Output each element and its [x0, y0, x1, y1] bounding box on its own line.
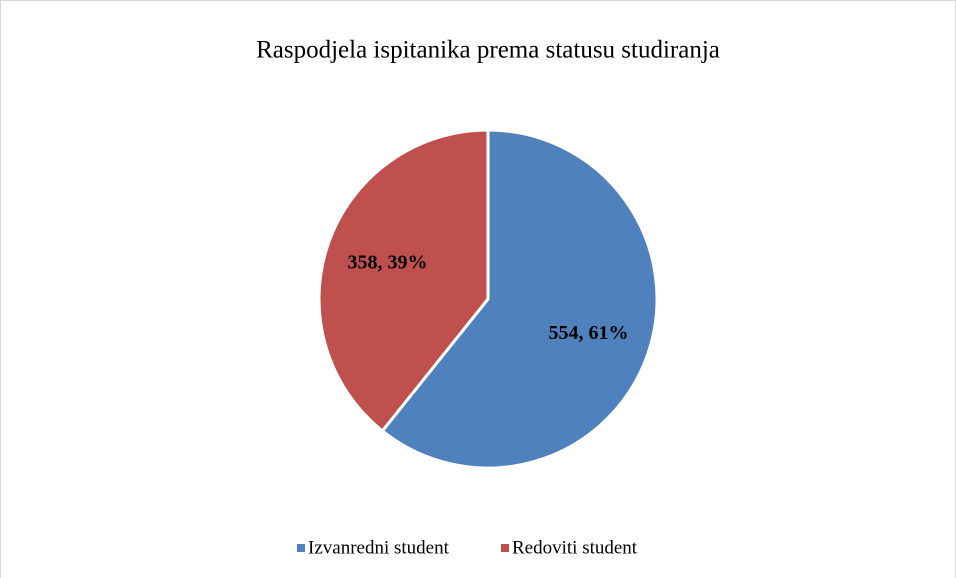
pie-slice — [380, 128, 659, 470]
legend-label: Izvanredni student — [308, 537, 450, 558]
data-label: 554, 61% — [548, 322, 628, 344]
legend-swatch — [297, 544, 305, 552]
legend-swatch — [501, 544, 509, 552]
pie-slice — [317, 128, 490, 434]
chart-title: Raspodjela ispitanika prema statusu stud… — [256, 37, 720, 64]
data-label: 358, 39% — [348, 251, 428, 273]
legend-label: Redoviti student — [512, 537, 638, 558]
